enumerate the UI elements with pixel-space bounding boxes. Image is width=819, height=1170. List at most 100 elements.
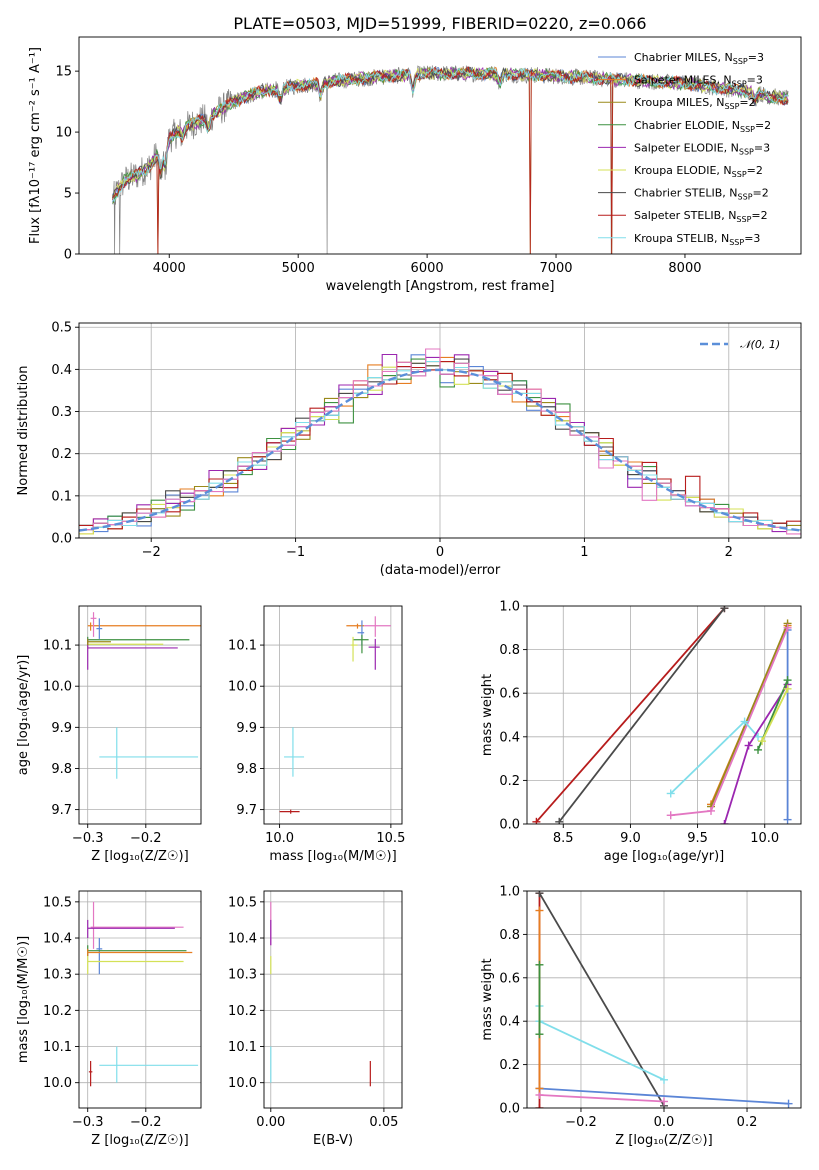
legend-nssp-value: =2 xyxy=(755,119,771,132)
y-tick-label: 15 xyxy=(55,65,72,80)
x-tick-label: 0.0 xyxy=(654,1115,675,1130)
y-tick-label: 1.0 xyxy=(499,600,520,615)
y-axis-label: Normed distribution xyxy=(16,366,31,496)
x-tick-label: 4000 xyxy=(153,261,186,276)
weight-line xyxy=(710,623,789,807)
weight-line xyxy=(761,688,789,742)
legend-entry-label: Salpeter STELIB, NSSP=2 xyxy=(634,209,768,224)
y-tick-label: 9.8 xyxy=(51,762,72,777)
y-tick-label: 10.4 xyxy=(228,932,257,947)
legend-entry-label: Kroupa ELODIE, NSSP=2 xyxy=(634,164,763,179)
legend-nssp-value: =3 xyxy=(744,232,760,245)
y-tick-label: 10.0 xyxy=(43,1076,72,1091)
spectrum-legend: Chabrier MILES, NSSP=3 Salpeter MILES, NS… xyxy=(598,51,771,247)
legend-subscript: SSP xyxy=(740,125,755,134)
y-axis-label: Flux [fλ10⁻¹⁷ erg cm⁻² s⁻¹ A⁻¹] xyxy=(28,47,43,244)
y-tick-label: 10.4 xyxy=(43,932,72,947)
x-tick-label: −0.2 xyxy=(130,1115,162,1130)
x-tick-label: 0 xyxy=(436,545,444,560)
plot-area xyxy=(112,65,789,254)
legend-nssp-value: =2 xyxy=(747,164,763,177)
x-tick-label: 10.0 xyxy=(750,831,779,846)
legend-entry-label: 𝒩(0, 1) xyxy=(740,338,780,351)
y-tick-label: 9.9 xyxy=(51,721,72,736)
y-tick-label: 0.6 xyxy=(499,971,520,986)
y-tick-label: 10.1 xyxy=(43,639,72,654)
legend-nssp-value: =3 xyxy=(747,74,763,87)
y-tick-label: 0.4 xyxy=(499,1015,520,1030)
y-tick-label: 0.0 xyxy=(499,1102,520,1117)
x-tick-label: −0.3 xyxy=(72,831,104,846)
y-axis-label: age [log₁₀(age/yr)] xyxy=(16,655,31,776)
x-tick-label: 0.2 xyxy=(737,1115,758,1130)
legend-subscript: SSP xyxy=(732,170,747,179)
y-tick-label: 9.7 xyxy=(51,803,72,818)
y-tick-label: 10.0 xyxy=(228,680,257,695)
y-tick-label: 10.0 xyxy=(228,1076,257,1091)
x-tick-label: 1 xyxy=(580,545,588,560)
x-axis-label: wavelength [Angstrom, rest frame] xyxy=(326,279,555,294)
y-tick-label: 10.3 xyxy=(43,968,72,983)
y-tick-label: 5 xyxy=(64,187,72,202)
y-tick-label: 0.6 xyxy=(499,687,520,702)
plot-area xyxy=(79,323,801,538)
y-tick-label: 0.1 xyxy=(51,489,72,504)
x-tick-label: 8.5 xyxy=(553,831,574,846)
plot-area xyxy=(264,606,402,824)
axes-frame xyxy=(526,890,802,1109)
model-line-kroupa-elodie xyxy=(112,66,789,200)
chart-weight_vs_Z: −0.2 0.0 0.2 0.0 0.2 0.4 0.6 0.8 1.0 Z [log₁₀(Z/Z… xyxy=(480,885,802,1148)
legend-subscript: SSP xyxy=(736,215,751,224)
legend-subscript: SSP xyxy=(739,147,754,156)
x-tick-label: 10.0 xyxy=(265,831,294,846)
legend-entry-label: Salpeter MILES, NSSP=3 xyxy=(634,74,763,89)
x-tick-label: −0.2 xyxy=(130,831,162,846)
chart-age_vs_Z: −0.3 −0.2 9.7 9.8 9.9 10.0 10.1 Z [log₁₀(Z/Z☉)]… xyxy=(16,605,202,864)
model-line-salpeter-stelib xyxy=(112,66,789,254)
axes-frame xyxy=(78,605,202,825)
model-line-kroupa-stelib xyxy=(112,66,789,203)
y-tick-label: 0.2 xyxy=(499,1058,520,1073)
y-tick-label: 0.4 xyxy=(499,730,520,745)
x-tick-label: −1 xyxy=(286,545,305,560)
y-tick-label: 10.5 xyxy=(228,895,257,910)
y-tick-label: 10.0 xyxy=(43,680,72,695)
y-tick-label: 0.8 xyxy=(499,643,520,658)
axes-frame xyxy=(263,890,403,1109)
legend-subscript: SSP xyxy=(724,102,739,111)
y-tick-label: 9.8 xyxy=(236,762,257,777)
y-tick-label: 10.2 xyxy=(228,1004,257,1019)
plot-area xyxy=(79,891,201,1108)
x-tick-label: 7000 xyxy=(539,261,572,276)
plot-area xyxy=(79,606,201,824)
legend-nssp-value: =2 xyxy=(751,209,767,222)
y-tick-label: 0.5 xyxy=(51,321,72,336)
axes-frame xyxy=(526,605,802,825)
legend-subscript: SSP xyxy=(729,238,744,247)
y-tick-label: 0 xyxy=(64,248,72,263)
chart-mass_vs_EBV: 0.00 0.05 10.0 10.1 10.2 10.3 10.4 10.5 E(B-V) xyxy=(228,890,403,1148)
chart-spectrum: 4000 5000 6000 7000 8000 0 5 10 15 wavelength [An… xyxy=(28,36,802,294)
y-tick-label: 0.2 xyxy=(51,447,72,462)
y-tick-label: 9.9 xyxy=(236,721,257,736)
legend-nssp-value: =3 xyxy=(754,141,770,154)
chart-weight_vs_age: 8.5 9.0 9.5 10.0 0.0 0.2 0.4 0.6 0.8 1.0 age [log₁… xyxy=(480,600,802,864)
y-tick-label: 0.4 xyxy=(51,363,72,378)
axes-frame xyxy=(78,890,202,1109)
chart-mass_vs_Z: −0.3 −0.2 10.0 10.1 10.2 10.3 10.4 10.5 Z [log₁₀… xyxy=(16,890,202,1148)
x-axis-label: E(B-V) xyxy=(313,1133,353,1148)
y-axis-label: mass weight xyxy=(480,674,495,756)
plot-area xyxy=(527,891,801,1108)
legend-entry-label: Salpeter ELODIE, NSSP=3 xyxy=(634,141,770,156)
x-tick-label: 10.5 xyxy=(376,831,405,846)
y-tick-label: 10.1 xyxy=(228,639,257,654)
x-axis-label: Z [log₁₀(Z/Z☉)] xyxy=(91,1133,188,1148)
y-axis-label: mass weight xyxy=(480,958,495,1040)
x-tick-label: 9.5 xyxy=(687,831,708,846)
axes-frame xyxy=(263,605,403,825)
chart-residuals: −2 −1 0 1 2 0.0 0.1 0.2 0.3 0.4 0.5 (data-model)/er… xyxy=(16,321,802,578)
normal-curve xyxy=(79,368,801,532)
legend-subscript: SSP xyxy=(738,193,753,202)
figure-title: PLATE=0503, MJD=51999, FIBERID=0220, z=0… xyxy=(233,14,646,33)
chart-age_vs_mass: 10.0 10.5 9.7 9.8 9.9 10.0 10.1 mass [log₁₀(M/M… xyxy=(228,605,405,864)
